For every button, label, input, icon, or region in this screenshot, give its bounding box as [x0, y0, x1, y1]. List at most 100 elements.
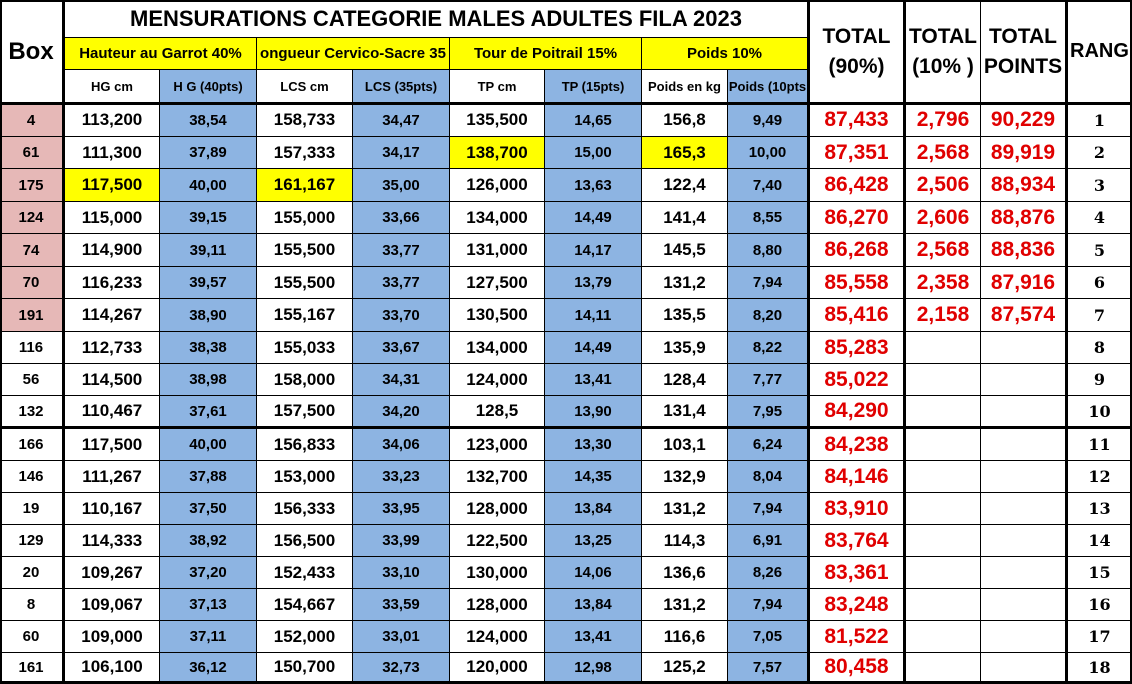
table-cell-total-10	[906, 621, 981, 653]
table-cell-tp-pts: 14,06	[545, 557, 642, 589]
table-cell-tp: 123,000	[450, 429, 545, 461]
table-cell-box: 60	[0, 621, 65, 653]
table-cell-total-90: 86,268	[810, 234, 906, 267]
table-cell-poids-pts: 7,40	[728, 169, 810, 202]
table-cell-lcs: 157,500	[257, 396, 353, 429]
table-cell-total-points: 87,574	[981, 299, 1068, 332]
table-cell-box: 166	[0, 429, 65, 461]
table-cell-lcs: 152,000	[257, 621, 353, 653]
table-cell-tp-pts: 14,65	[545, 104, 642, 137]
table-cell-hg-pts: 37,61	[160, 396, 257, 429]
table-cell-rang: 6	[1068, 267, 1132, 299]
table-cell-rang: 2	[1068, 137, 1132, 169]
table-cell-total-points	[981, 364, 1068, 396]
table-cell-total-10	[906, 525, 981, 557]
table-cell-tp: 128,5	[450, 396, 545, 429]
group-header: ongueur Cervico-Sacre 35	[257, 38, 450, 70]
header-line: TOTAL	[988, 24, 1058, 48]
table-cell-poids: 136,6	[642, 557, 728, 589]
table-cell-tp: 120,000	[450, 653, 545, 684]
table-cell-hg: 110,167	[65, 493, 160, 525]
sub-header: LCS (35pts)	[353, 70, 450, 104]
table-cell-tp: 130,500	[450, 299, 545, 332]
table-cell-tp: 122,500	[450, 525, 545, 557]
table-cell-tp: 135,500	[450, 104, 545, 137]
table-cell-hg-pts: 38,54	[160, 104, 257, 137]
table-cell-total-10	[906, 557, 981, 589]
table-cell-hg: 117,500	[65, 169, 160, 202]
sub-header: TP cm	[450, 70, 545, 104]
sub-header: LCS cm	[257, 70, 353, 104]
table-cell-total-90: 83,910	[810, 493, 906, 525]
table-cell-box: 61	[0, 137, 65, 169]
table-cell-total-10: 2,568	[906, 234, 981, 267]
table-cell-poids: 132,9	[642, 461, 728, 493]
table-cell-total-points	[981, 557, 1068, 589]
table-cell-box: 8	[0, 589, 65, 621]
table-cell-hg: 109,267	[65, 557, 160, 589]
table-cell-hg-pts: 38,38	[160, 332, 257, 364]
table-cell-tp: 127,500	[450, 267, 545, 299]
table-cell-poids: 135,9	[642, 332, 728, 364]
table-cell-lcs-pts: 34,17	[353, 137, 450, 169]
table-cell-total-points	[981, 429, 1068, 461]
table-cell-tp: 134,000	[450, 202, 545, 234]
table-cell-total-10	[906, 396, 981, 429]
table-cell-total-points	[981, 589, 1068, 621]
table-cell-lcs-pts: 34,47	[353, 104, 450, 137]
table-cell-rang: 9	[1068, 364, 1132, 396]
table-cell-box: 129	[0, 525, 65, 557]
table-cell-total-90: 84,238	[810, 429, 906, 461]
table-cell-total-90: 80,458	[810, 653, 906, 684]
table-cell-lcs: 158,000	[257, 364, 353, 396]
table-cell-hg-pts: 40,00	[160, 169, 257, 202]
table-cell-tp-pts: 14,11	[545, 299, 642, 332]
table-cell-tp: 128,000	[450, 589, 545, 621]
header-line: (90%)	[828, 54, 885, 78]
table-cell-total-points: 88,836	[981, 234, 1068, 267]
table-cell-poids: 128,4	[642, 364, 728, 396]
table-cell-total-10	[906, 364, 981, 396]
table-cell-hg-pts: 36,12	[160, 653, 257, 684]
table-cell-tp: 132,700	[450, 461, 545, 493]
table-cell-tp-pts: 12,98	[545, 653, 642, 684]
table-cell-total-points	[981, 653, 1068, 684]
table-cell-poids-pts: 6,91	[728, 525, 810, 557]
table-cell-lcs-pts: 33,99	[353, 525, 450, 557]
table-cell-tp: 124,000	[450, 621, 545, 653]
header-line: TOTAL	[908, 24, 978, 48]
table-cell-hg-pts: 38,90	[160, 299, 257, 332]
table-cell-lcs: 161,167	[257, 169, 353, 202]
table-cell-hg-pts: 39,57	[160, 267, 257, 299]
table-cell-box: 4	[0, 104, 65, 137]
sub-header: TP (15pts)	[545, 70, 642, 104]
table-cell-box: 19	[0, 493, 65, 525]
table-cell-lcs-pts: 33,10	[353, 557, 450, 589]
table-cell-hg: 115,000	[65, 202, 160, 234]
table-cell-total-90: 85,416	[810, 299, 906, 332]
table-cell-rang: 10	[1068, 396, 1132, 429]
table-cell-total-90: 84,146	[810, 461, 906, 493]
table-cell-total-90: 81,522	[810, 621, 906, 653]
table-cell-hg: 114,900	[65, 234, 160, 267]
table-cell-lcs: 155,500	[257, 234, 353, 267]
table-cell-rang: 17	[1068, 621, 1132, 653]
table-cell-lcs: 158,733	[257, 104, 353, 137]
table-cell-total-90: 87,351	[810, 137, 906, 169]
table-cell-total-10	[906, 493, 981, 525]
table-cell-total-90: 85,558	[810, 267, 906, 299]
table-cell-total-points	[981, 525, 1068, 557]
table-cell-lcs: 155,500	[257, 267, 353, 299]
table-cell-box: 20	[0, 557, 65, 589]
table-cell-lcs: 155,000	[257, 202, 353, 234]
table-cell-rang: 13	[1068, 493, 1132, 525]
table-cell-hg: 116,233	[65, 267, 160, 299]
table-cell-total-10: 2,796	[906, 104, 981, 137]
table-cell-lcs-pts: 34,06	[353, 429, 450, 461]
table-cell-total-10	[906, 653, 981, 684]
table-cell-hg: 111,300	[65, 137, 160, 169]
table-cell-hg: 112,733	[65, 332, 160, 364]
table-cell-lcs: 155,033	[257, 332, 353, 364]
table-cell-total-points: 90,229	[981, 104, 1068, 137]
table-cell-hg-pts: 37,13	[160, 589, 257, 621]
